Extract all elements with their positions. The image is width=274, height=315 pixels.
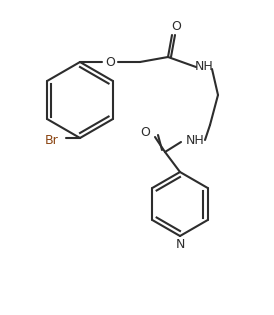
Text: O: O xyxy=(105,55,115,68)
Text: N: N xyxy=(175,238,185,250)
Text: NH: NH xyxy=(185,134,204,146)
Text: NH: NH xyxy=(195,60,213,73)
Text: Br: Br xyxy=(45,134,59,146)
Text: O: O xyxy=(140,125,150,139)
Text: O: O xyxy=(171,20,181,33)
